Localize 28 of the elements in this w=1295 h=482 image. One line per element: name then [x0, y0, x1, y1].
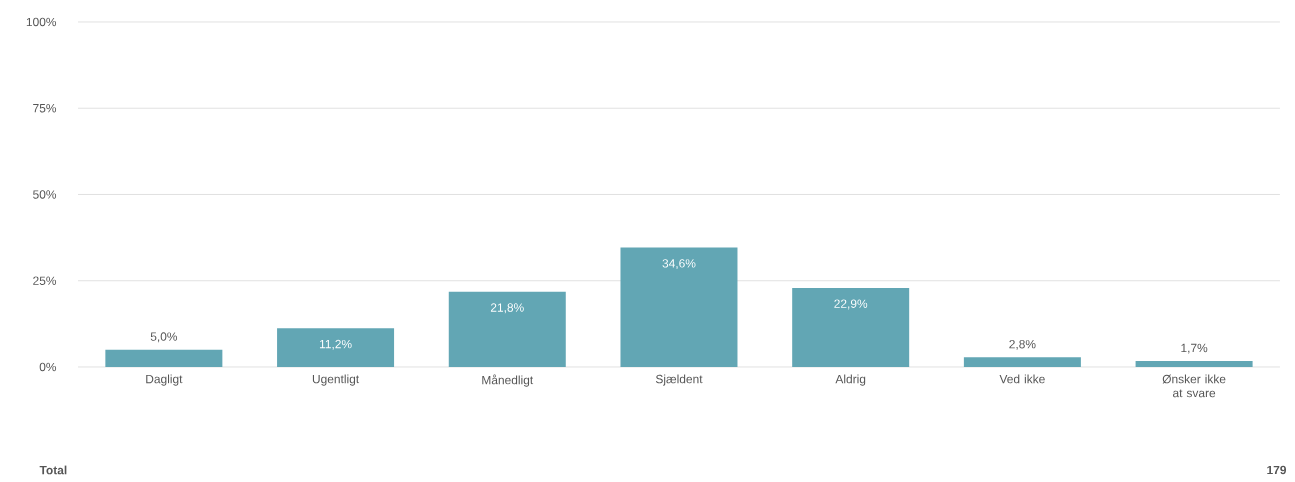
x-tick-label: Sjældent	[655, 374, 703, 386]
x-tick-label: Dagligt	[146, 374, 183, 386]
bar	[963, 357, 1081, 367]
text: Total	[39, 465, 67, 475]
bar	[792, 287, 910, 367]
data-label: 1,7%	[1181, 343, 1208, 354]
text: 179	[1267, 465, 1287, 475]
bar	[277, 328, 395, 367]
data-label: 34,6%	[662, 259, 696, 270]
x-tick-label: Ønsker ikke at svare	[1162, 374, 1226, 398]
x-tick-label: Månedligt	[482, 374, 534, 387]
y-tick-label: 100%	[26, 17, 57, 27]
x-tick-label: Ved ikke	[999, 374, 1045, 384]
data-label: 5,0%	[150, 332, 178, 343]
y-tick-label: 75%	[33, 104, 57, 113]
x-tick-label: Ugentligt	[312, 374, 360, 386]
y-tick-label: 25%	[33, 276, 57, 285]
data-label: 21,8%	[490, 303, 524, 314]
bar	[105, 349, 223, 367]
y-tick-label: 50%	[33, 190, 57, 199]
data-label: 2,8%	[1009, 339, 1036, 350]
x-tick-label: Aldrig	[835, 374, 866, 386]
bar	[620, 247, 738, 367]
data-label: 22,9%	[834, 299, 868, 310]
data-label: 11,2%	[319, 339, 352, 350]
bar	[1135, 361, 1253, 367]
bar	[448, 291, 566, 367]
y-tick-label: 0%	[39, 362, 57, 372]
